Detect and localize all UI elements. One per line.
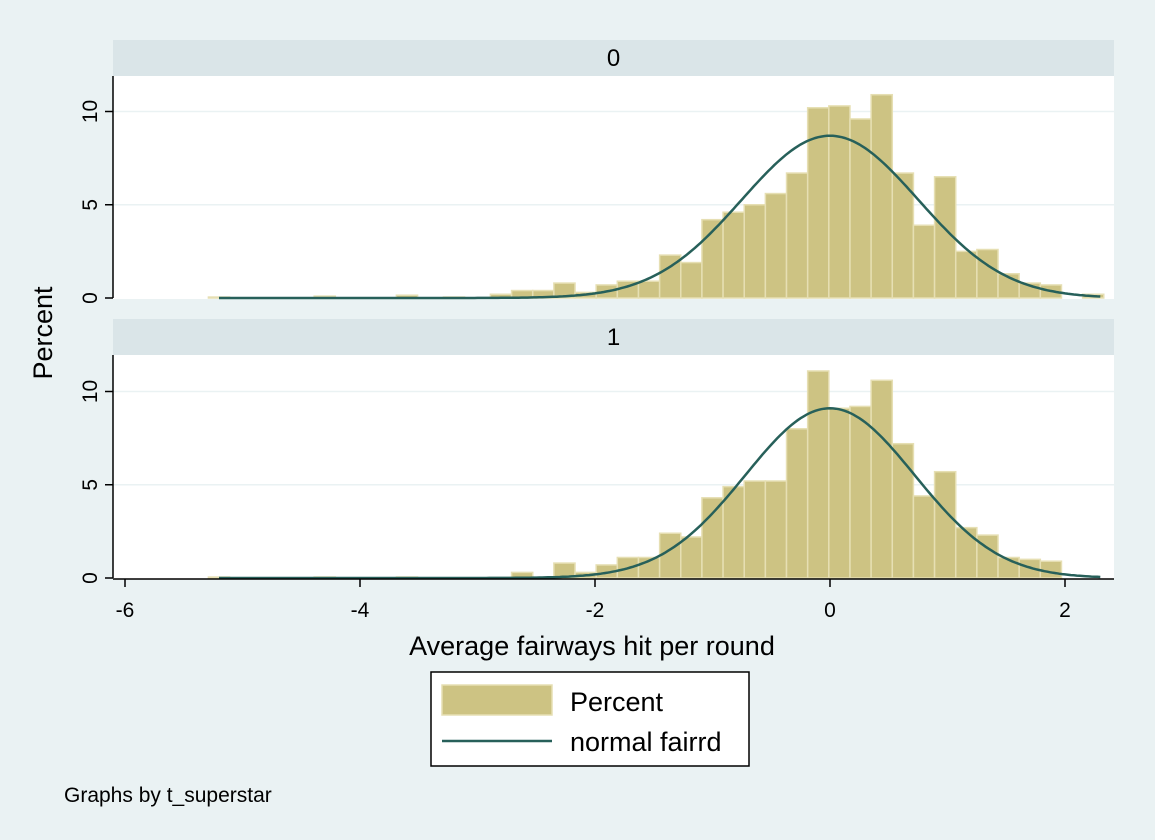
histogram-bar <box>849 405 872 579</box>
by-variable-note: Graphs by t_superstar <box>64 784 272 807</box>
panel-strip-label: 0 <box>607 45 620 72</box>
histogram-bar <box>743 204 767 299</box>
histogram-bar <box>701 497 724 579</box>
histogram-bar <box>680 261 703 299</box>
histogram-bar <box>764 192 788 299</box>
histogram-bar <box>637 280 661 299</box>
x-tick-label: 2 <box>1059 599 1071 622</box>
y-axis-label: Percent <box>28 286 58 380</box>
histogram-bar <box>722 485 745 579</box>
histogram-bar <box>933 470 957 579</box>
histogram-bar <box>912 495 936 579</box>
histogram-bar <box>933 176 957 299</box>
legend: Percent normal fairrd <box>430 671 750 767</box>
histogram-bar <box>976 534 999 579</box>
x-axis: -6 -4 -2 0 2 <box>113 578 1114 622</box>
histogram-bar <box>722 211 745 299</box>
x-tick-label: -6 <box>116 599 135 622</box>
y-tick-label: 0 <box>79 292 102 304</box>
histogram-bar <box>870 379 894 579</box>
histogram-bar <box>806 370 830 579</box>
histogram-bar <box>764 480 788 579</box>
histogram-bar <box>954 250 978 299</box>
histogram-bar <box>891 442 915 579</box>
histogram-bar <box>553 282 576 299</box>
y-tick-label: 5 <box>79 479 102 491</box>
histogram-bar <box>743 480 767 579</box>
y-tick-label: 10 <box>79 380 102 403</box>
histogram-bar <box>680 536 703 579</box>
y-tick-label: 10 <box>79 100 102 123</box>
x-tick-label: -2 <box>586 599 605 622</box>
legend-swatch-percent <box>441 684 553 716</box>
panel-strip <box>113 40 1114 76</box>
legend-label-normal: normal fairrd <box>570 727 722 757</box>
normal-curve <box>219 407 1101 580</box>
panel-0: 0 0 5 10 <box>79 40 1114 304</box>
histogram-bar <box>785 428 809 579</box>
panel-strip-label: 1 <box>607 324 620 351</box>
y-tick-label: 0 <box>79 572 102 584</box>
x-tick-label: 0 <box>824 599 836 622</box>
histogram-bar <box>553 562 576 579</box>
normal-curve <box>219 134 1101 300</box>
histogram-bar <box>658 532 682 579</box>
y-tick-label: 5 <box>79 199 102 211</box>
histogram-bar <box>1039 560 1063 579</box>
legend-label-percent: Percent <box>570 687 664 717</box>
histogram-bar <box>912 224 936 299</box>
histogram-bar <box>976 248 999 299</box>
x-axis-label: Average fairways hit per round <box>409 631 775 661</box>
histogram-bar <box>785 172 809 299</box>
histogram-bar <box>954 526 978 579</box>
histogram-bar <box>828 407 851 579</box>
panel-strip <box>113 319 1114 355</box>
x-tick-label: -4 <box>351 599 370 622</box>
histogram-bar <box>870 93 894 299</box>
